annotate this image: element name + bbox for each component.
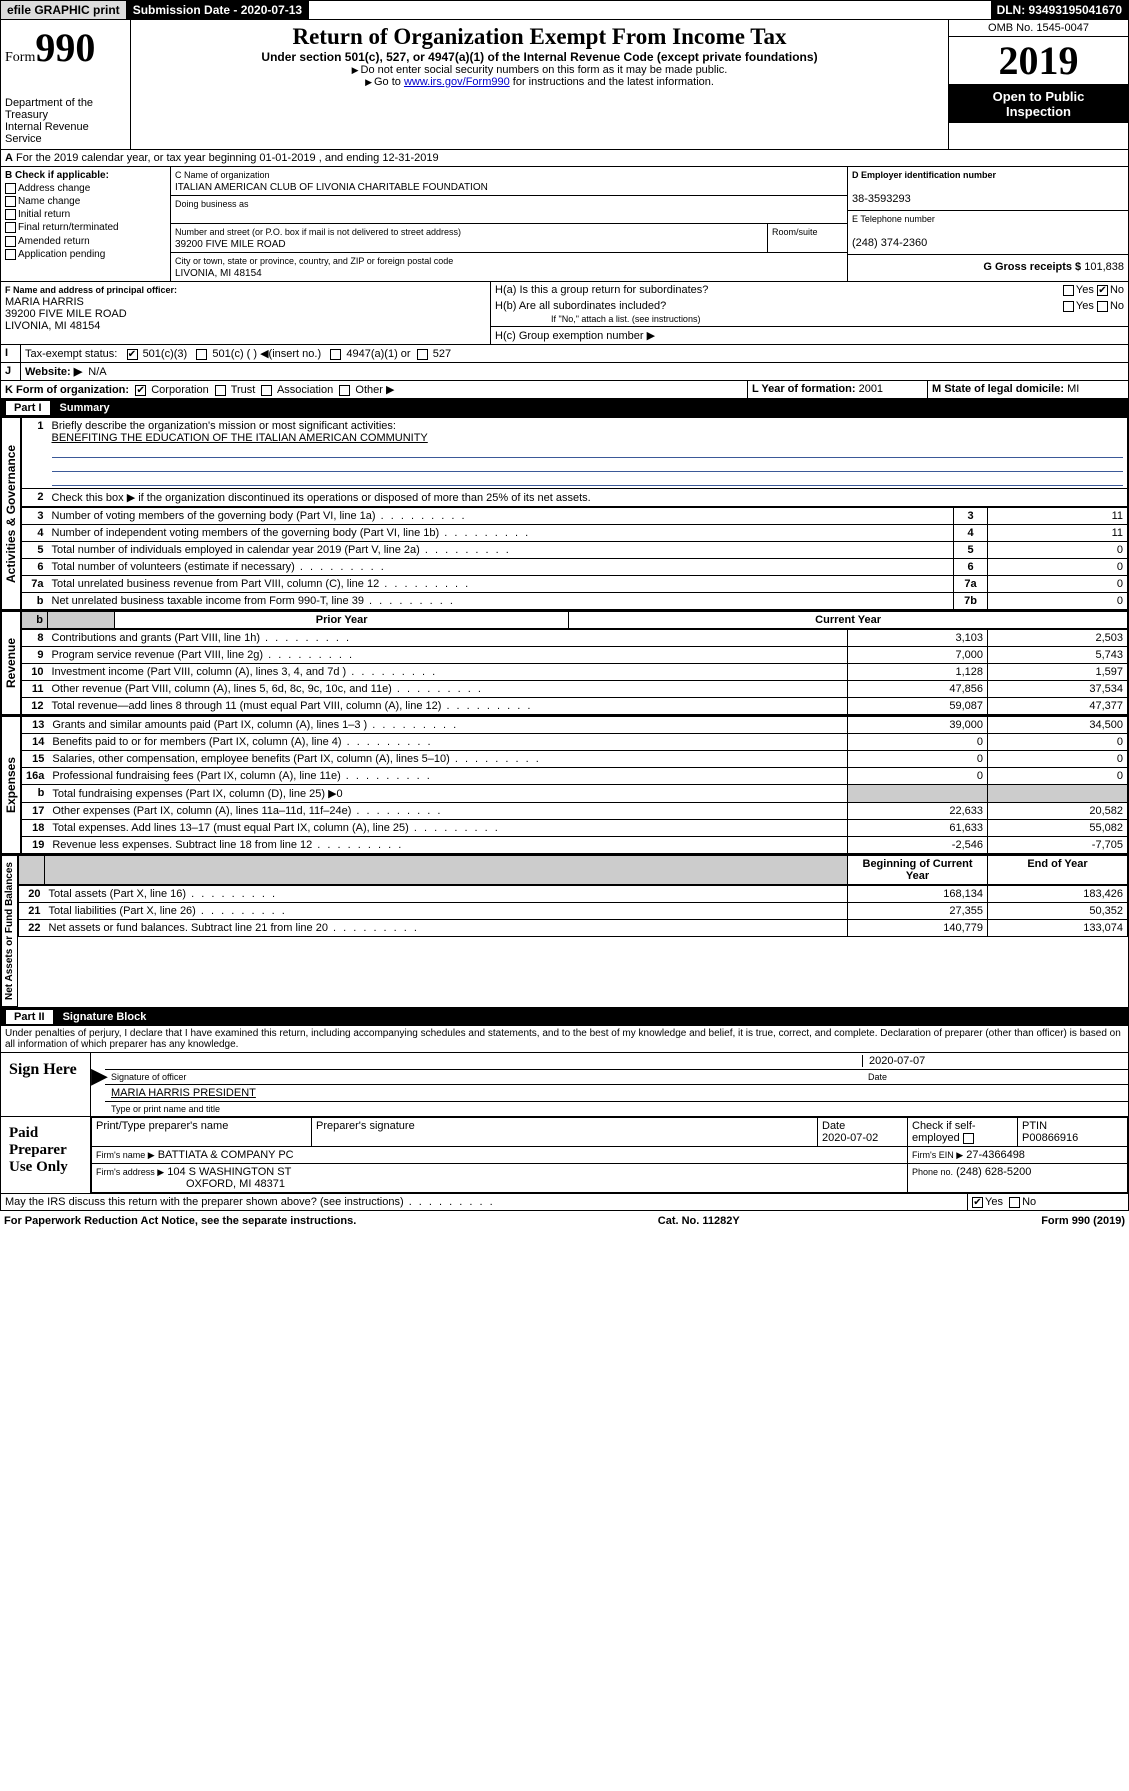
section-b: B Check if applicable: Address change Na…: [1, 167, 171, 281]
org-address: 39200 FIVE MILE ROAD: [175, 239, 286, 250]
chk-final-return[interactable]: [5, 222, 16, 233]
firm-ein: 27-4366498: [966, 1149, 1025, 1161]
tax-year: 2019: [949, 37, 1128, 85]
chk-trust[interactable]: [215, 385, 226, 396]
irs-label: Internal Revenue Service: [5, 121, 126, 145]
tab-netassets: Net Assets or Fund Balances: [1, 855, 18, 1007]
col-end-year: End of Year: [988, 856, 1128, 885]
mission: BENEFITING THE EDUCATION OF THE ITALIAN …: [52, 432, 428, 444]
summary-section: Activities & Governance 1 Briefly descri…: [0, 417, 1129, 611]
officer-name: MARIA HARRIS: [5, 296, 84, 308]
page-footer: For Paperwork Reduction Act Notice, see …: [0, 1211, 1129, 1231]
chk-hb-yes[interactable]: [1063, 301, 1074, 312]
part-ii-header: Part II Signature Block: [0, 1008, 1129, 1026]
phone: (248) 374-2360: [852, 237, 927, 249]
sign-date: 2020-07-07: [862, 1055, 1122, 1067]
chk-name-change[interactable]: [5, 196, 16, 207]
ssn-note: Do not enter social security numbers on …: [139, 64, 940, 76]
firm-phone: (248) 628-5200: [956, 1166, 1031, 1178]
website-row: J Website: ▶ N/A: [0, 363, 1129, 381]
chk-501c3[interactable]: [127, 349, 138, 360]
org-info-block: B Check if applicable: Address change Na…: [0, 167, 1129, 282]
form990-link[interactable]: www.irs.gov/Form990: [404, 76, 510, 88]
chk-other[interactable]: [339, 385, 350, 396]
chk-ha-yes[interactable]: [1063, 285, 1074, 296]
form-header: Form990 Department of the Treasury Inter…: [0, 20, 1129, 150]
chk-self-employed[interactable]: [963, 1133, 974, 1144]
sign-arrow-icon: ▶: [91, 1053, 105, 1116]
officer-block: F Name and address of principal officer:…: [0, 282, 1129, 345]
chk-4947[interactable]: [330, 349, 341, 360]
officer-printed-name: MARIA HARRIS PRESIDENT: [111, 1087, 256, 1099]
org-name: ITALIAN AMERICAN CLUB OF LIVONIA CHARITA…: [175, 182, 488, 193]
chk-initial-return[interactable]: [5, 209, 16, 220]
line-a: A For the 2019 calendar year, or tax yea…: [0, 150, 1129, 167]
chk-app-pending[interactable]: [5, 249, 16, 260]
paid-preparer-block: Paid Preparer Use Only Print/Type prepar…: [0, 1117, 1129, 1194]
sign-here-block: Sign Here ▶ 2020-07-07 Signature of offi…: [0, 1053, 1129, 1117]
dept-treasury: Department of the Treasury: [5, 97, 126, 121]
year-formation: 2001: [859, 383, 883, 395]
tab-governance: Activities & Governance: [1, 417, 21, 610]
form-title: Return of Organization Exempt From Incom…: [139, 24, 940, 50]
header-bar: efile GRAPHIC print Submission Date - 20…: [0, 0, 1129, 20]
org-city: LIVONIA, MI 48154: [175, 268, 262, 279]
website: N/A: [88, 366, 106, 378]
chk-discuss-yes[interactable]: [972, 1197, 983, 1208]
col-current-year: Current Year: [569, 612, 1128, 629]
chk-assoc[interactable]: [261, 385, 272, 396]
col-begin-year: Beginning of Current Year: [848, 856, 988, 885]
klm-row: K Form of organization: Corporation Trus…: [0, 381, 1129, 399]
chk-501c[interactable]: [196, 349, 207, 360]
state-domicile: MI: [1067, 383, 1079, 395]
tab-expenses: Expenses: [1, 716, 21, 854]
gross-receipts: 101,838: [1084, 261, 1124, 273]
open-public: Open to PublicInspection: [949, 85, 1128, 123]
prep-date: 2020-07-02: [822, 1132, 878, 1144]
chk-corp[interactable]: [135, 385, 146, 396]
chk-527[interactable]: [417, 349, 428, 360]
firm-name: BATTIATA & COMPANY PC: [158, 1149, 294, 1161]
chk-hb-no[interactable]: [1097, 301, 1108, 312]
form-subtitle: Under section 501(c), 527, or 4947(a)(1)…: [139, 50, 940, 64]
chk-amended[interactable]: [5, 236, 16, 247]
chk-ha-no[interactable]: [1097, 285, 1108, 296]
ein: 38-3593293: [852, 193, 911, 205]
col-prior-year: Prior Year: [115, 612, 569, 629]
omb-number: OMB No. 1545-0047: [949, 20, 1128, 37]
part-i-header: Part I Summary: [0, 399, 1129, 417]
discuss-row: May the IRS discuss this return with the…: [0, 1194, 1129, 1211]
tab-revenue: Revenue: [1, 611, 21, 715]
submission-date: Submission Date - 2020-07-13: [127, 1, 309, 19]
firm-addr: 104 S WASHINGTON ST: [167, 1166, 291, 1178]
goto-note: Go to www.irs.gov/Form990 for instructio…: [139, 76, 940, 88]
dln: DLN: 93493195041670: [991, 1, 1128, 19]
chk-discuss-no[interactable]: [1009, 1197, 1020, 1208]
chk-address-change[interactable]: [5, 183, 16, 194]
ptin: P00866916: [1022, 1132, 1078, 1144]
form-number: Form990: [5, 24, 126, 71]
efile-print-button[interactable]: efile GRAPHIC print: [1, 1, 127, 19]
tax-exempt-row: I Tax-exempt status: 501(c)(3) 501(c) ( …: [0, 345, 1129, 363]
declaration: Under penalties of perjury, I declare th…: [0, 1026, 1129, 1053]
